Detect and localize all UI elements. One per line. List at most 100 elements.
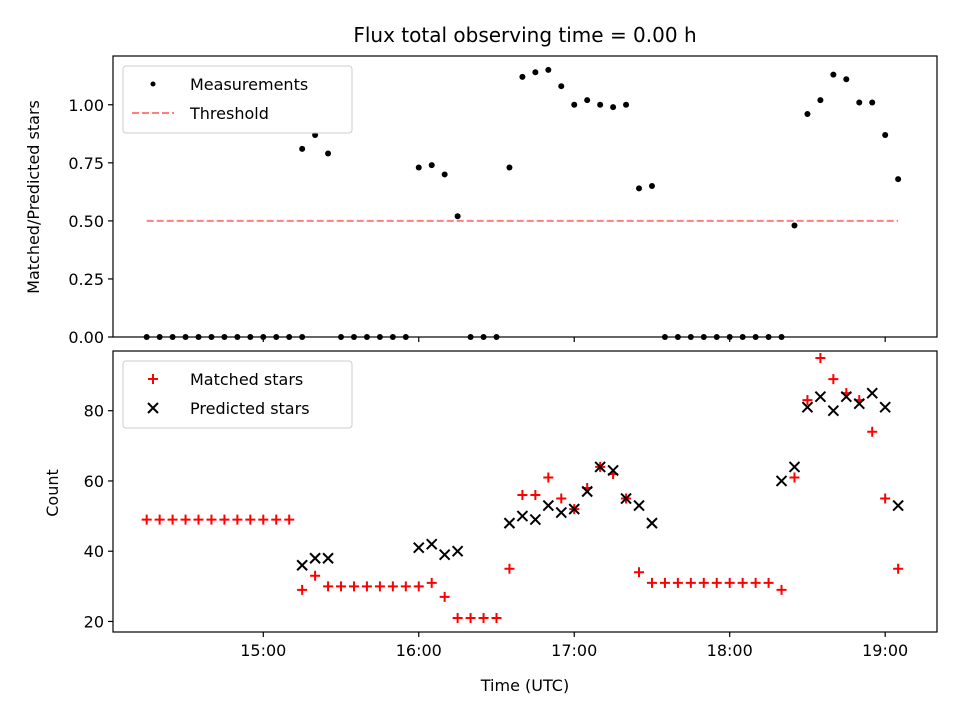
predicted-stars-point bbox=[775, 475, 788, 487]
predicted-stars-point bbox=[309, 552, 321, 564]
matched-stars-point bbox=[750, 577, 761, 588]
predicted-stars-point bbox=[814, 390, 827, 403]
legend-box bbox=[122, 360, 353, 429]
legend-marker bbox=[148, 374, 158, 384]
matched-stars-point bbox=[478, 612, 489, 623]
bottom-y-axis-label: Count bbox=[43, 469, 62, 517]
matched-stars-point bbox=[413, 581, 424, 592]
measurements-point bbox=[584, 97, 591, 104]
predicted-stars-point bbox=[892, 499, 904, 512]
predicted-stars-point bbox=[516, 510, 529, 522]
bottom-count-panel: Count Time (UTC) 20 40 60 80 15:00 16:00 17:00… bbox=[43, 350, 938, 695]
axes-frame bbox=[112, 350, 938, 633]
x-tick-label: 17:00 bbox=[551, 641, 597, 660]
matched-stars-point bbox=[828, 374, 839, 385]
matched-stars-point bbox=[400, 581, 411, 592]
measurements-point bbox=[869, 99, 876, 106]
matched-stars-point bbox=[258, 514, 269, 525]
predicted-stars-point bbox=[451, 545, 464, 557]
measurements-point bbox=[597, 101, 604, 108]
legend-label: Matched stars bbox=[190, 370, 303, 389]
predicted-stars-point bbox=[853, 397, 865, 410]
matched-stars-point bbox=[439, 591, 450, 602]
predicted-stars-point bbox=[438, 549, 451, 561]
matched-stars-point bbox=[361, 581, 372, 592]
matched-stars-point bbox=[374, 581, 385, 592]
legend-label: Measurements bbox=[190, 75, 308, 94]
top-ratio-panel: Matched/Predicted stars 0.00 0.25 0.50 0.75… bbox=[24, 55, 938, 347]
predicted-stars-point bbox=[542, 499, 555, 512]
matched-stars-point bbox=[426, 577, 437, 588]
top-y-axis-label: Matched/Predicted stars bbox=[24, 100, 43, 294]
measurements-point bbox=[610, 104, 617, 111]
matched-stars-point bbox=[867, 426, 878, 437]
y-tick-label: 0.25 bbox=[68, 270, 104, 289]
predicted-stars-point bbox=[503, 517, 516, 529]
axes-frame bbox=[112, 55, 938, 338]
legend-marker bbox=[147, 402, 159, 414]
matched-stars-point bbox=[167, 514, 178, 525]
matched-stars-point bbox=[659, 577, 670, 588]
measurements-point bbox=[545, 66, 552, 73]
legend-label: Predicted stars bbox=[190, 399, 310, 418]
y-tick-label: 1.00 bbox=[68, 96, 104, 115]
measurements-point bbox=[571, 101, 578, 108]
predicted-stars-point bbox=[529, 513, 542, 526]
predicted-stars-point bbox=[322, 552, 334, 564]
predicted-stars-point bbox=[413, 541, 425, 554]
matched-stars-point bbox=[387, 581, 398, 592]
matched-stars-point bbox=[206, 514, 217, 525]
predicted-stars-point bbox=[633, 499, 645, 512]
matched-stars-point bbox=[802, 395, 813, 406]
top-legend: Measurements Threshold bbox=[122, 65, 353, 134]
measurements-point bbox=[325, 150, 332, 157]
predicted-stars-point bbox=[620, 492, 632, 505]
matched-stars-point bbox=[348, 581, 359, 592]
matched-stars-point bbox=[530, 490, 541, 501]
matched-stars-point bbox=[815, 353, 826, 364]
predicted-stars-point bbox=[555, 506, 567, 519]
measurements-point bbox=[532, 69, 539, 76]
matched-stars-point bbox=[245, 514, 256, 525]
measurements-point bbox=[791, 222, 798, 229]
matched-stars-point bbox=[672, 577, 683, 588]
matched-stars-point bbox=[219, 514, 230, 525]
measurements-point bbox=[895, 176, 902, 183]
predicted-stars-point bbox=[879, 401, 891, 413]
predicted-stars-point bbox=[426, 538, 438, 550]
matched-stars-point bbox=[193, 514, 204, 525]
predicted-stars-point bbox=[607, 464, 619, 477]
x-tick-label: 15:00 bbox=[240, 641, 286, 660]
x-tick-label: 19:00 bbox=[862, 641, 908, 660]
matched-stars-point bbox=[180, 514, 191, 525]
x-tick-label: 16:00 bbox=[396, 641, 442, 660]
y-tick-label: 0.75 bbox=[68, 154, 104, 173]
y-tick-label: 20 bbox=[84, 612, 104, 631]
measurements-point bbox=[519, 73, 526, 80]
matched-stars-point bbox=[711, 577, 722, 588]
measurements-point bbox=[299, 145, 306, 152]
matched-stars-point bbox=[491, 612, 502, 623]
matched-stars-point bbox=[776, 584, 787, 595]
measurements-point bbox=[454, 213, 461, 220]
top-axes: 0.00 0.25 0.50 0.75 1.00 bbox=[68, 55, 938, 347]
y-tick-label: 0.50 bbox=[68, 212, 104, 231]
chart-title: Flux total observing time = 0.00 h bbox=[353, 23, 696, 47]
matched-stars-point bbox=[737, 577, 748, 588]
predicted-stars-point bbox=[568, 503, 580, 515]
y-tick-label: 40 bbox=[84, 542, 104, 561]
legend-box bbox=[122, 65, 353, 134]
bottom-axes: 20 40 60 80 15:00 16:00 17:00 18:00 19:00 bbox=[84, 350, 938, 660]
measurements-point bbox=[415, 164, 422, 171]
matched-stars-point bbox=[232, 514, 243, 525]
matched-stars-point bbox=[556, 493, 567, 504]
measurements-point bbox=[856, 99, 863, 106]
measurements-point bbox=[441, 171, 448, 178]
measurements-point bbox=[623, 101, 630, 108]
measurements-point bbox=[428, 162, 435, 169]
bottom-legend: Matched stars Predicted stars bbox=[122, 360, 353, 429]
predicted-stars-point bbox=[801, 401, 814, 413]
predicted-stars-point bbox=[866, 387, 878, 399]
measurements-point bbox=[830, 71, 837, 78]
